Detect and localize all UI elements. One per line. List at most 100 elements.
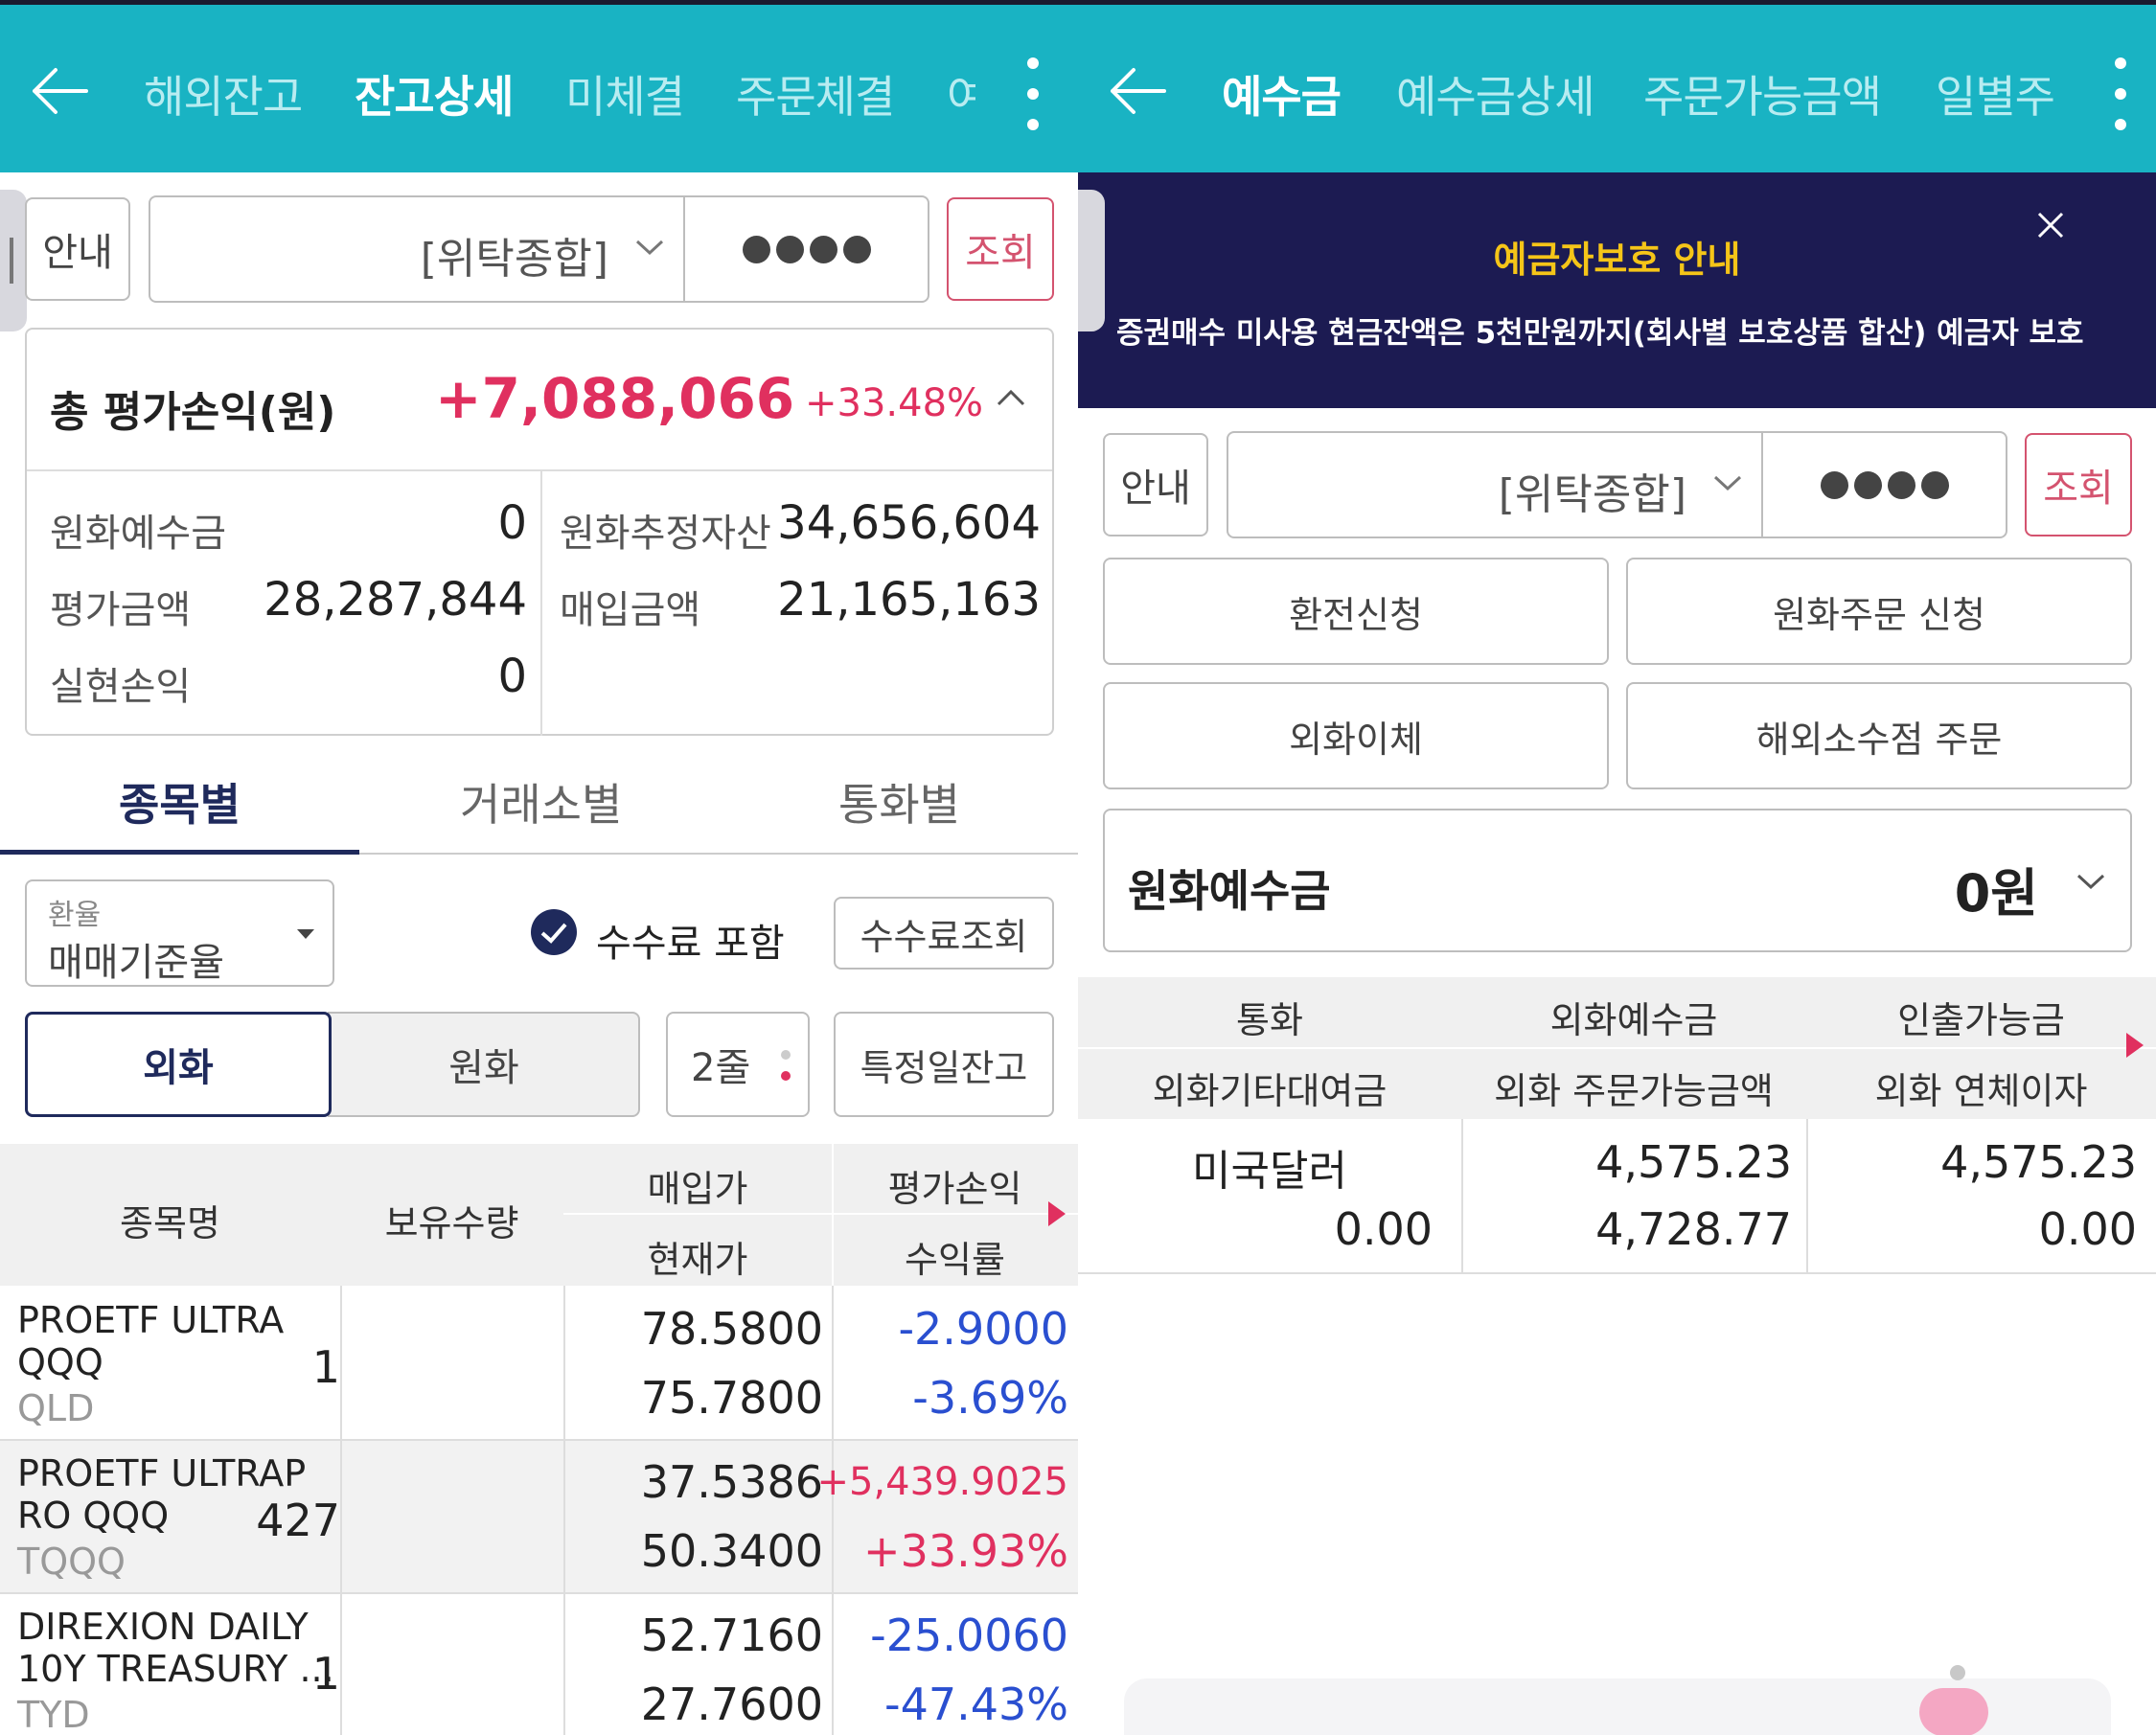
account-select[interactable]: [위탁종합]: [1227, 431, 1763, 538]
return-rate: -3.69%: [912, 1372, 1068, 1424]
eval-amount-value: 28,287,844: [264, 573, 527, 627]
toggle-krw[interactable]: 원화: [328, 1012, 640, 1117]
info-button[interactable]: 안내: [1103, 433, 1208, 536]
account-select[interactable]: [위탁종합]: [149, 195, 685, 303]
stock-name-line1: PROETF ULTRAP: [17, 1452, 307, 1495]
tab-truncated[interactable]: 여: [947, 71, 975, 123]
tab-overseas-balance[interactable]: 해외잔고: [144, 71, 303, 123]
segment-by-exchange[interactable]: 거래소별: [460, 779, 623, 831]
col-withdrawable[interactable]: 인출가능금: [1897, 999, 2065, 1041]
col-return-rate[interactable]: 수익률: [905, 1239, 1005, 1281]
fee-include-checkbox[interactable]: [530, 908, 578, 956]
promo-card[interactable]: [1124, 1665, 2111, 1735]
fee-query-button[interactable]: 수수료조회: [834, 897, 1054, 970]
eval-pl: +5,439.9025: [816, 1460, 1068, 1504]
password-dots: [742, 235, 871, 263]
close-icon[interactable]: [2036, 211, 2065, 240]
table-row[interactable]: [0, 1439, 1078, 1592]
back-arrow-icon[interactable]: [23, 53, 100, 129]
holding-qty: 1: [311, 1341, 340, 1393]
col-quantity[interactable]: 보유수량: [384, 1202, 519, 1244]
dot-icon-active: [781, 1071, 791, 1081]
fx-orderable-value: 4,728.77: [1595, 1203, 1792, 1255]
krw-order-request-button[interactable]: 원화주문 신청: [1626, 558, 2132, 665]
withdrawable-value: 4,575.23: [1940, 1136, 2137, 1188]
app-header: 해외잔고 잔고상세 미체결 주문체결 여: [0, 5, 1078, 172]
row-separator: [0, 1439, 1078, 1441]
lines-select[interactable]: 2줄: [666, 1012, 810, 1117]
col-fx-other-loan[interactable]: 외화기타대여금: [1152, 1070, 1388, 1112]
stock-ticker: TYD: [17, 1694, 90, 1735]
segment-by-currency[interactable]: 통화별: [838, 779, 960, 831]
table-row[interactable]: [0, 1286, 1078, 1439]
row-separator: [1078, 1272, 2156, 1274]
drawer-handle[interactable]: [0, 190, 27, 331]
tab-orderable-amount[interactable]: 주문가능금액: [1643, 71, 1882, 123]
col-buy-price[interactable]: 매입가: [647, 1168, 748, 1210]
col-current-price[interactable]: 현재가: [647, 1239, 748, 1281]
stock-name-line2: QQQ: [17, 1341, 103, 1383]
col-fx-deposit[interactable]: 외화예수금: [1549, 999, 1718, 1041]
overdue-interest-value: 0.00: [2038, 1203, 2137, 1255]
status-strip: [0, 0, 1078, 5]
col-separator: [340, 1286, 342, 1735]
password-field[interactable]: [1761, 431, 2007, 538]
holdings-table-header: [0, 1144, 1078, 1286]
more-menu-icon[interactable]: [2111, 57, 2130, 134]
deposit-pane: 예수금 예수금상세 주문가능금액 일별주 예금자보호 안내 증권매수 미사용 현…: [1078, 0, 2156, 1735]
dot-icon: [781, 1050, 791, 1060]
stock-name-line1: PROETF ULTRA: [17, 1299, 285, 1341]
toggle-foreign-currency[interactable]: 외화: [25, 1012, 332, 1117]
col-eval-pl[interactable]: 평가손익: [887, 1168, 1022, 1210]
col-separator: [563, 1286, 565, 1735]
purchase-amount-value: 21,165,163: [777, 573, 1041, 627]
query-button[interactable]: 조회: [947, 197, 1054, 301]
query-button[interactable]: 조회: [2025, 433, 2132, 536]
piggy-bank-icon: [1919, 1688, 1988, 1735]
more-menu-icon[interactable]: [1023, 57, 1043, 134]
tab-deposit-detail[interactable]: 예수금상세: [1396, 71, 1595, 123]
password-field[interactable]: [683, 195, 929, 303]
info-button[interactable]: 안내: [25, 197, 130, 301]
fx-transfer-button[interactable]: 외화이체: [1103, 682, 1609, 789]
drawer-handle[interactable]: [1078, 190, 1105, 331]
summary-header[interactable]: 총 평가손익(원) +7,088,066 +33.48%: [27, 330, 1052, 471]
currency-exchange-button[interactable]: 환전신청: [1103, 558, 1609, 665]
total-pl-percent: +33.48%: [805, 381, 984, 425]
table-row[interactable]: [0, 1592, 1078, 1735]
krw-deposit-label: 원화예수금: [1128, 865, 1331, 917]
table-row[interactable]: [1078, 1119, 2156, 1272]
buy-price: 78.5800: [640, 1303, 823, 1355]
eval-pl: -25.0060: [870, 1609, 1068, 1661]
realized-pl-label: 실현손익: [50, 665, 192, 709]
krw-est-assets-value: 34,656,604: [777, 496, 1041, 550]
exchange-rate-select[interactable]: 환율 매매기준율: [25, 879, 334, 987]
fee-include-label[interactable]: 수수료 포함: [596, 922, 785, 966]
krw-deposit-box[interactable]: 원화예수금 0원: [1103, 809, 2132, 952]
col-fx-orderable[interactable]: 외화 주문가능금액: [1494, 1070, 1774, 1112]
summary-title: 총 평가손익(원): [50, 388, 336, 437]
eval-amount-label: 평가금액: [50, 588, 192, 632]
current-price: 27.7600: [640, 1678, 823, 1730]
depositor-protection-notice: 예금자보호 안내 증권매수 미사용 현금잔액은 5천만원까지(회사별 보호상품 …: [1078, 172, 2156, 408]
tab-daily[interactable]: 일별주: [1936, 71, 2055, 123]
account-type-label: [위탁종합]: [1498, 470, 1686, 519]
header-divider: [832, 1144, 834, 1286]
tab-order-filled[interactable]: 주문체결: [736, 71, 895, 123]
back-arrow-icon[interactable]: [1101, 53, 1178, 129]
krw-deposit-label: 원화예수금: [50, 512, 226, 556]
tab-unfilled[interactable]: 미체결: [565, 71, 685, 123]
chevron-up-icon[interactable]: [995, 387, 1027, 408]
specific-date-balance-button[interactable]: 특정일잔고: [834, 1012, 1054, 1117]
col-currency[interactable]: 통화: [1236, 999, 1303, 1041]
krw-deposit-value: 0: [497, 496, 527, 550]
tab-deposit[interactable]: 예수금: [1222, 71, 1342, 123]
segment-by-stock[interactable]: 종목별: [119, 779, 241, 831]
account-type-label: [위탁종합]: [420, 235, 608, 284]
scroll-right-arrow-icon[interactable]: [1046, 1199, 1067, 1228]
col-stock-name[interactable]: 종목명: [120, 1202, 220, 1244]
tab-balance-detail[interactable]: 잔고상세: [355, 71, 514, 123]
fractional-order-button[interactable]: 해외소수점 주문: [1626, 682, 2132, 789]
col-fx-overdue-interest[interactable]: 외화 연체이자: [1874, 1070, 2088, 1112]
scroll-right-arrow-icon[interactable]: [2124, 1031, 2145, 1060]
